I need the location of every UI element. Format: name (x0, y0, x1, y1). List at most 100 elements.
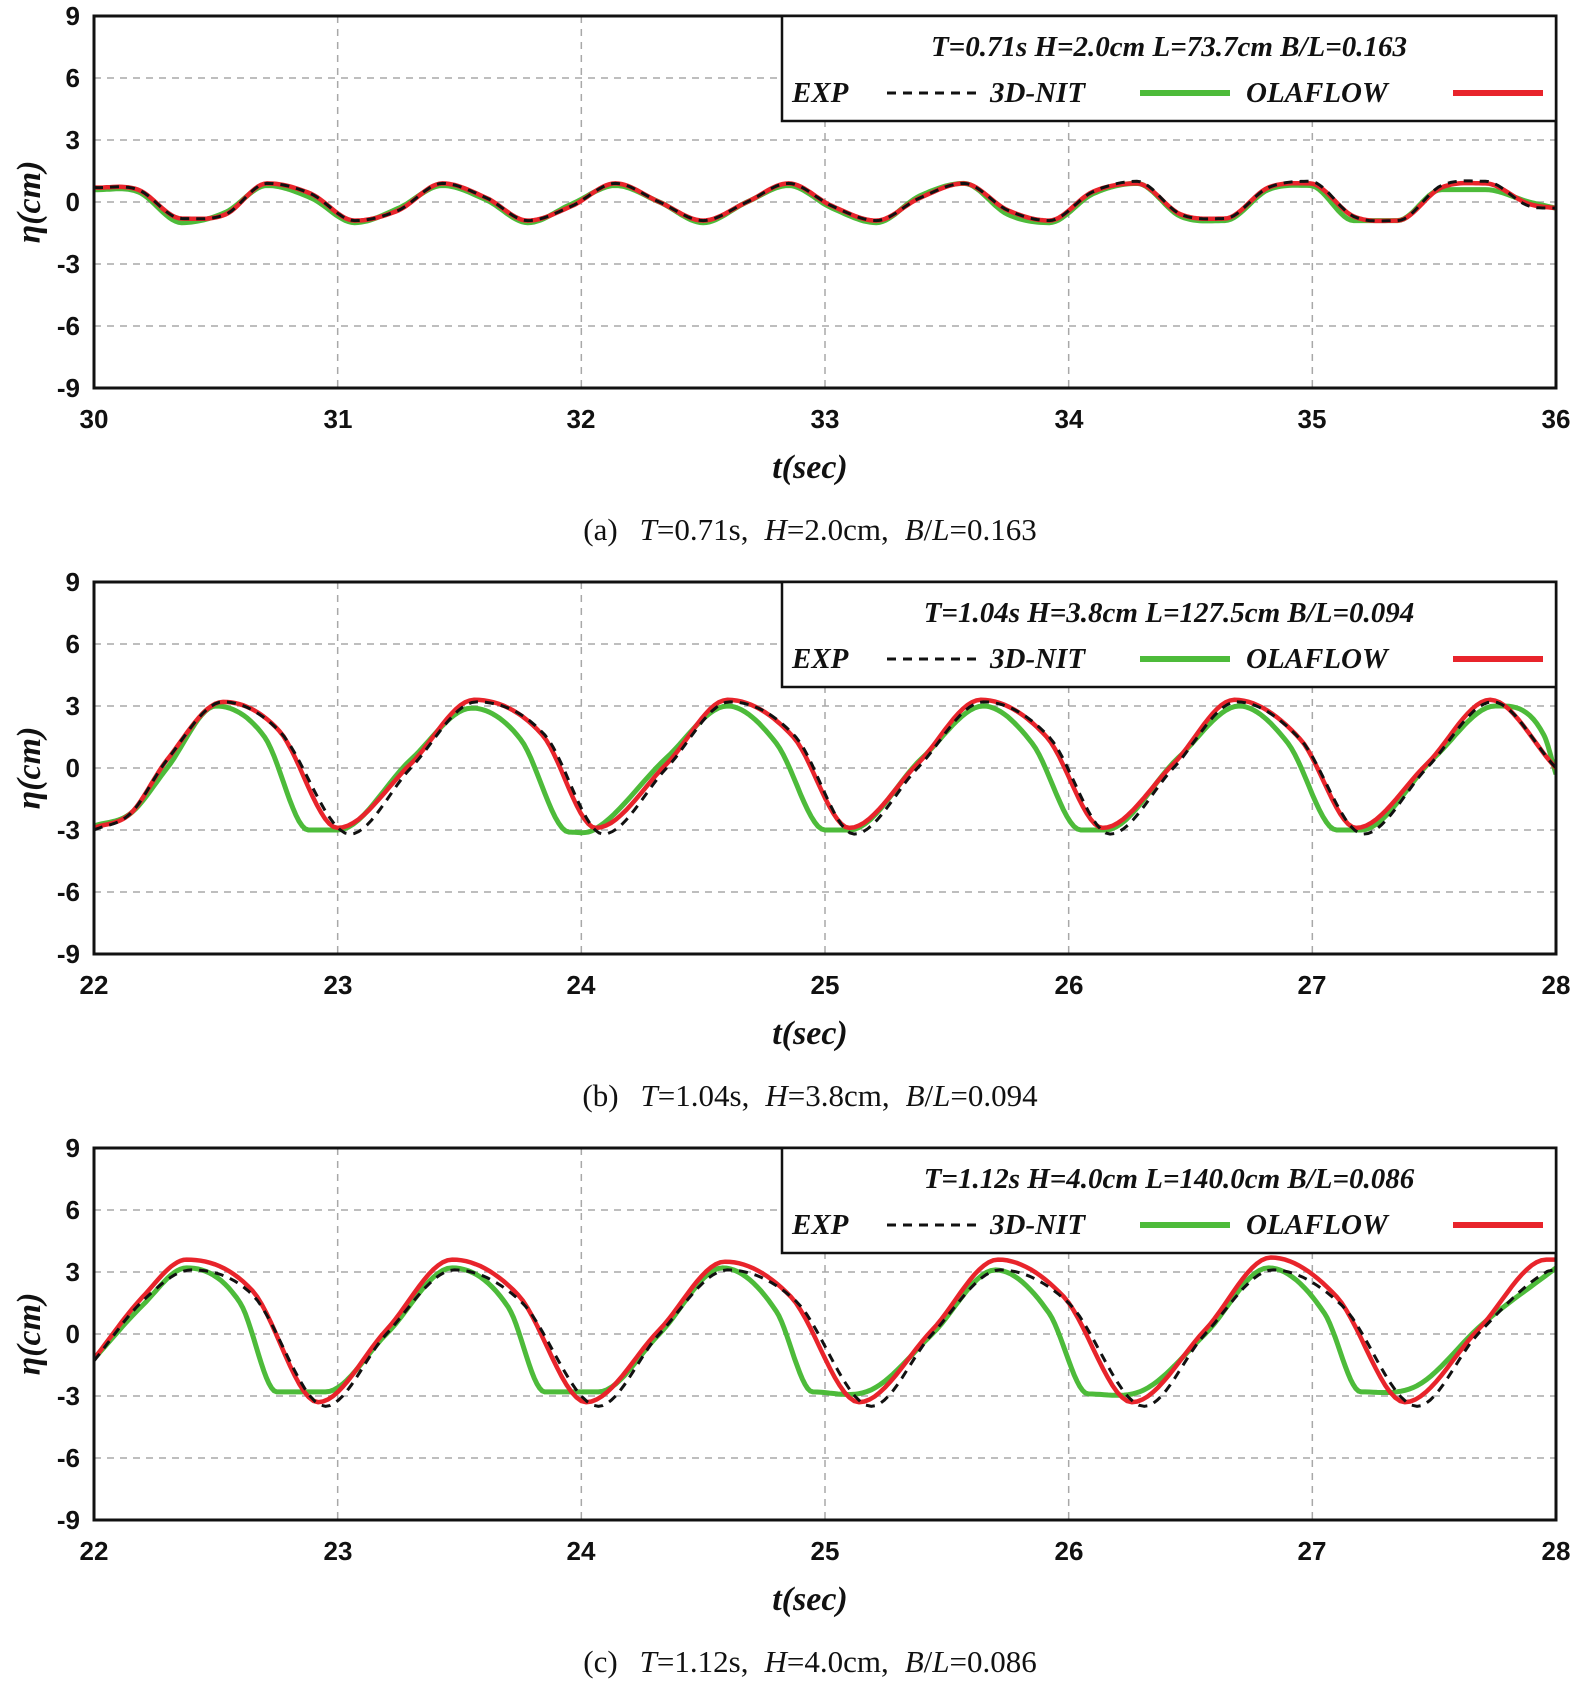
panel-b-ytick: 9 (66, 567, 80, 597)
caption-prefix: (a) (583, 512, 617, 547)
panel-b-xtick: 27 (1298, 970, 1327, 1000)
caption-h-value: =2.0cm, (787, 512, 889, 547)
caption-bl-value: =0.086 (950, 1644, 1037, 1679)
panel-a-xtick: 36 (1542, 404, 1571, 434)
panel-a-legend: T=0.71s H=2.0cm L=73.7cm B/L=0.163 EXP 3… (780, 14, 1558, 123)
panel-b-y-title: η(cm) (11, 727, 48, 810)
panel-a: 9 6 3 0 -3 -6 -9 30 31 32 33 34 35 36 t(… (11, 1, 1570, 547)
panel-b-xtick: 28 (1542, 970, 1571, 1000)
caption-prefix: (c) (583, 1644, 617, 1679)
panel-c-legend-ola-label: OLAFLOW (1246, 1209, 1390, 1241)
panel-a-caption: (a) T=0.71s, H=2.0cm, B/L=0.163 (583, 512, 1037, 547)
panel-a-xtick: 35 (1298, 404, 1327, 434)
panel-a-xtick: 33 (811, 404, 840, 434)
panel-b-legend-box (780, 580, 1558, 689)
panel-c-xtick: 23 (324, 1536, 353, 1566)
panel-c-ytick: -9 (57, 1505, 80, 1535)
panel-c-exp-line (94, 1268, 1556, 1408)
panel-b-legend-ola-label: OLAFLOW (1246, 643, 1390, 675)
panel-a-ytick: -6 (57, 311, 80, 341)
panel-a-xtick: 30 (80, 404, 109, 434)
panel-a-xtick: 31 (324, 404, 353, 434)
panel-c-x-title: t(sec) (772, 1581, 848, 1618)
panel-c-xtick: 25 (811, 1536, 840, 1566)
panel-c-y-title: η(cm) (11, 1293, 48, 1376)
panel-a-legend-box (780, 14, 1558, 123)
panel-a-xtick: 32 (567, 404, 596, 434)
panel-a-xtick: 34 (1055, 404, 1084, 434)
panel-c-legend-box (780, 1146, 1558, 1255)
panel-b: 9 6 3 0 -3 -6 -9 22 23 24 25 26 27 28 t(… (11, 567, 1570, 1113)
panel-c-nit-line (94, 1265, 1556, 1398)
panel-c-caption: (c) T=1.12s, H=4.0cm, B/L=0.086 (583, 1644, 1037, 1679)
panel-c-xtick: 22 (80, 1536, 109, 1566)
caption-bl-value: =0.163 (950, 512, 1037, 547)
panel-a-ytick: 0 (66, 187, 80, 217)
panel-c-ytick: 3 (66, 1257, 80, 1287)
panel-b-xtick: 26 (1055, 970, 1084, 1000)
panel-b-legend-title: T=1.04s H=3.8cm L=127.5cm B/L=0.094 (924, 597, 1415, 629)
caption-t-value: =1.04s, (658, 1078, 750, 1113)
panel-c-xtick: 27 (1298, 1536, 1327, 1566)
panel-c-legend: T=1.12s H=4.0cm L=140.0cm B/L=0.086 EXP … (780, 1146, 1558, 1255)
panel-a-x-ticks: 30 31 32 33 34 35 36 (80, 404, 1571, 434)
panel-a-legend-nit-label: 3D-NIT (989, 77, 1086, 109)
panel-a-plot-area (94, 179, 1556, 226)
panel-c: 9 6 3 0 -3 -6 -9 22 23 24 25 26 27 28 t(… (11, 1133, 1570, 1679)
panel-c-y-ticks: 9 6 3 0 -3 -6 -9 (57, 1133, 80, 1535)
panel-c-xtick: 28 (1542, 1536, 1571, 1566)
panel-b-ytick: 0 (66, 753, 80, 783)
panel-a-ytick: 9 (66, 1, 80, 31)
panel-a-x-title: t(sec) (772, 449, 848, 486)
panel-b-ytick: 3 (66, 691, 80, 721)
panel-b-plot-area (94, 697, 1556, 836)
panel-a-exp-line (94, 179, 1556, 223)
panel-c-legend-title: T=1.12s H=4.0cm L=140.0cm B/L=0.086 (924, 1163, 1415, 1195)
panel-c-xtick: 26 (1055, 1536, 1084, 1566)
panel-b-legend: T=1.04s H=3.8cm L=127.5cm B/L=0.094 EXP … (780, 580, 1558, 689)
panel-b-exp-line (94, 700, 1556, 836)
panel-a-ytick: 3 (66, 125, 80, 155)
panel-b-x-ticks: 22 23 24 25 26 27 28 (80, 970, 1571, 1000)
panel-b-xtick: 24 (567, 970, 596, 1000)
panel-b-y-ticks: 9 6 3 0 -3 -6 -9 (57, 567, 80, 969)
panel-b-x-title: t(sec) (772, 1015, 848, 1052)
panel-c-plot-area (94, 1255, 1556, 1408)
panel-a-legend-ola-label: OLAFLOW (1246, 77, 1390, 109)
panel-c-legend-exp-label: EXP (791, 1209, 849, 1241)
panel-c-xtick: 24 (567, 1536, 596, 1566)
caption-t-value: =1.12s, (657, 1644, 749, 1679)
caption-h-value: =4.0cm, (787, 1644, 889, 1679)
panel-c-ytick: 6 (66, 1195, 80, 1225)
panel-c-ytick: 0 (66, 1319, 80, 1349)
panel-b-legend-exp-label: EXP (791, 643, 849, 675)
panel-b-caption: (b) T=1.04s, H=3.8cm, B/L=0.094 (582, 1078, 1038, 1113)
panel-b-ytick: -9 (57, 939, 80, 969)
panel-a-y-title: η(cm) (11, 161, 48, 244)
panel-c-ytick: -6 (57, 1443, 80, 1473)
panel-c-ytick: -3 (57, 1381, 80, 1411)
panel-b-legend-nit-label: 3D-NIT (989, 643, 1086, 675)
panel-b-xtick: 23 (324, 970, 353, 1000)
panel-c-x-ticks: 22 23 24 25 26 27 28 (80, 1536, 1571, 1566)
panel-a-legend-title: T=0.71s H=2.0cm L=73.7cm B/L=0.163 (931, 31, 1407, 63)
panel-a-ytick: -9 (57, 373, 80, 403)
panel-a-ytick: -3 (57, 249, 80, 279)
panel-b-ytick: 6 (66, 629, 80, 659)
caption-prefix: (b) (582, 1078, 618, 1113)
panel-b-ytick: -6 (57, 877, 80, 907)
panel-b-xtick: 25 (811, 970, 840, 1000)
panel-c-legend-nit-label: 3D-NIT (989, 1209, 1086, 1241)
caption-h-value: =3.8cm, (788, 1078, 890, 1113)
panel-a-legend-exp-label: EXP (791, 77, 849, 109)
panel-b-ytick: -3 (57, 815, 80, 845)
caption-bl-value: =0.094 (950, 1078, 1038, 1113)
panel-b-nit-line (94, 703, 1556, 836)
panel-a-y-ticks: 9 6 3 0 -3 -6 -9 (57, 1, 80, 403)
caption-t-value: =0.71s, (657, 512, 749, 547)
panel-b-ola-line (94, 697, 1556, 831)
panel-b-xtick: 22 (80, 970, 109, 1000)
panel-a-ytick: 6 (66, 63, 80, 93)
panel-c-ola-line (94, 1255, 1556, 1405)
